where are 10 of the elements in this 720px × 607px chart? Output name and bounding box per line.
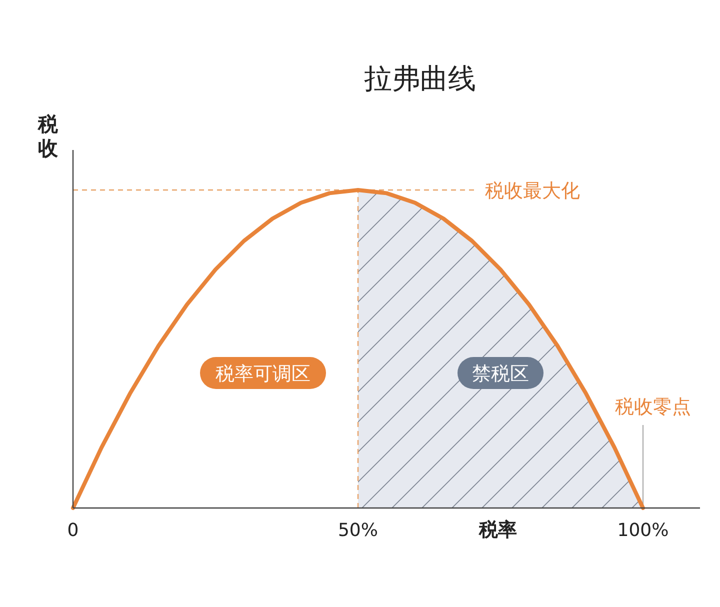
x-axis-title: 税率: [478, 519, 517, 541]
band-label: 禁税区: [472, 363, 529, 385]
x-tick-label: 50%: [338, 520, 378, 541]
y-axis-title: 税收: [37, 112, 59, 160]
ref-line-label: 税收零点: [615, 396, 691, 418]
chart-title: 拉弗曲线: [364, 62, 476, 95]
x-tick-label: 0: [67, 520, 79, 541]
ref-line-label: 税收最大化: [485, 180, 580, 202]
annotation: 税率可调区: [216, 363, 310, 385]
x-tick-label: 100%: [617, 520, 669, 541]
